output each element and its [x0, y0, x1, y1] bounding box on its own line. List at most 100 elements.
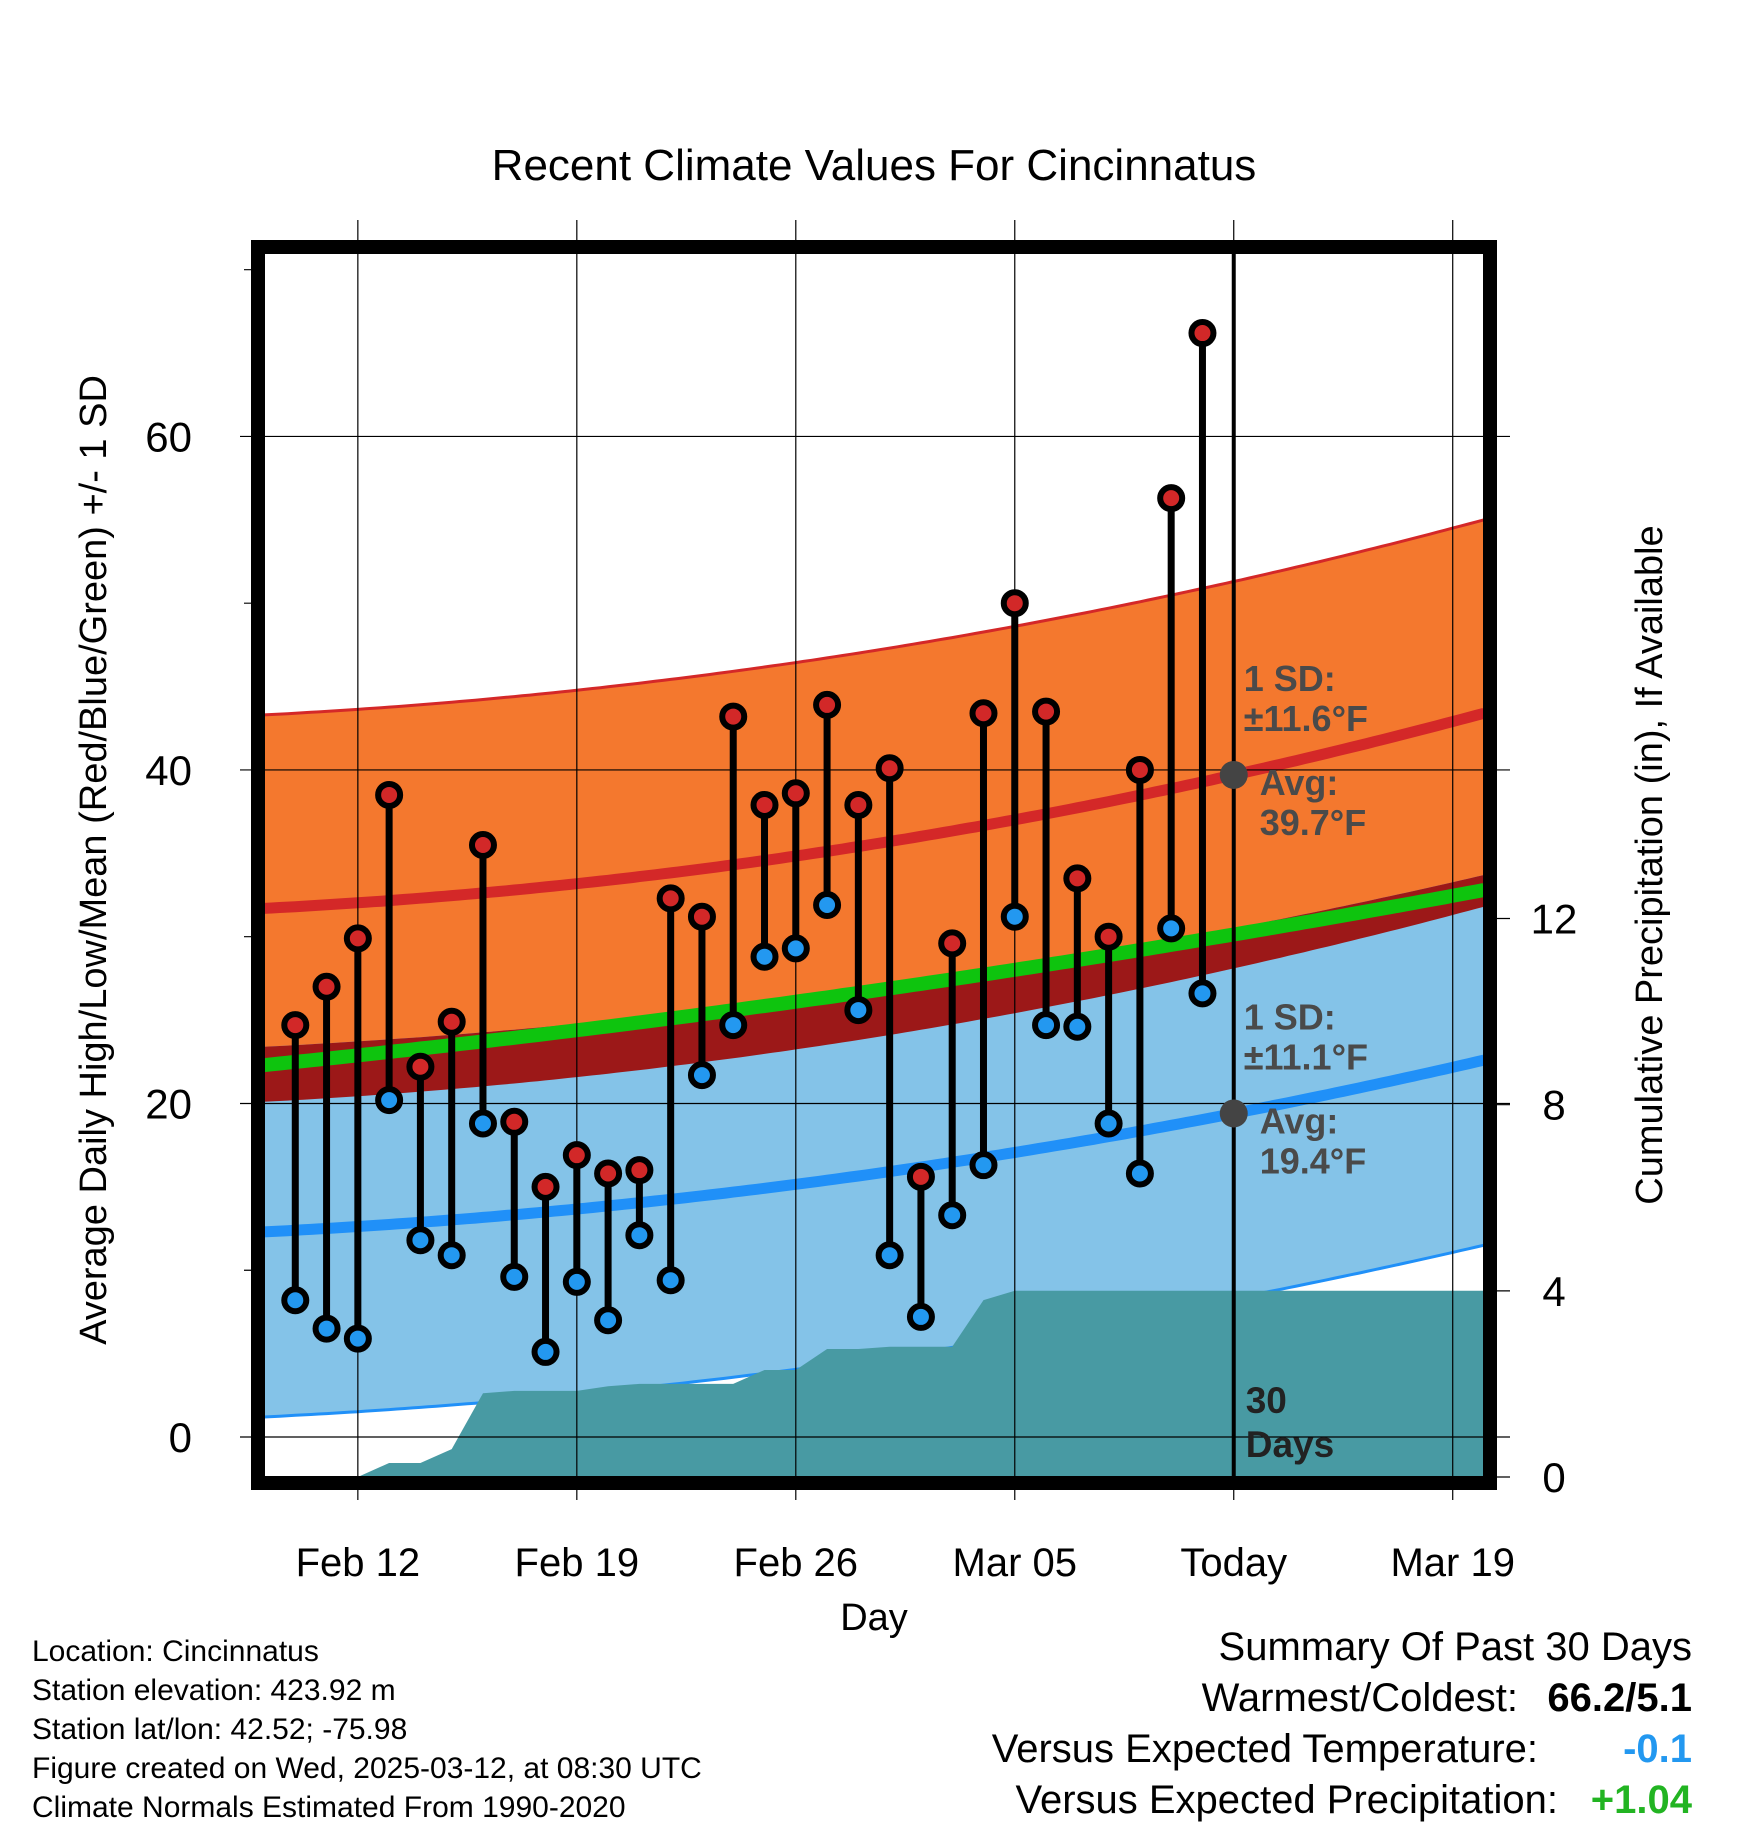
low-point [1188, 979, 1217, 1008]
low-sd-label: 1 SD: [1244, 996, 1336, 1037]
axes: 0 20 40 60 0 4 8 12 Feb 12 Feb 19 Feb 26 Mar 05 Toda… [145, 240, 1578, 1585]
low-point [343, 1324, 372, 1353]
x-tick-label: Today [1180, 1541, 1287, 1585]
plot-frame [251, 240, 1497, 1490]
high-point [1032, 697, 1061, 726]
high-sd-label: 1 SD: [1244, 658, 1336, 699]
low-point [562, 1267, 591, 1296]
x-tick-label: Feb 12 [296, 1541, 421, 1585]
y-tick-label: 20 [145, 1080, 192, 1127]
low-point [500, 1262, 529, 1291]
high-avg-label: Avg: [1260, 762, 1339, 803]
low-point [1032, 1011, 1061, 1040]
high-point [437, 1007, 466, 1036]
y2-tick-label: 8 [1542, 1082, 1565, 1129]
low-avg-value: 19.4°F [1260, 1140, 1366, 1181]
x-tick-label: Mar 19 [1390, 1541, 1515, 1585]
latlon-text: Station lat/lon: 42.52; -75.98 [32, 1713, 408, 1746]
station-info: Location: Cincinnatus Station elevation:… [32, 1632, 702, 1827]
low-point [1157, 914, 1186, 943]
high-point [813, 690, 842, 719]
summary-panel: Summary Of Past 30 Days Warmest/Coldest:… [992, 1622, 1692, 1826]
high-point [969, 699, 998, 728]
chart-title: Recent Climate Values For Cincinnatus [492, 141, 1257, 190]
location-text: Location: Cincinnatus [32, 1635, 319, 1668]
low-point [656, 1266, 685, 1295]
high-upper-line [264, 518, 1484, 717]
low-point [687, 1061, 716, 1090]
low-point [312, 1314, 341, 1343]
low-point [468, 1109, 497, 1138]
y2-tick-label: 12 [1531, 896, 1578, 943]
high-point [594, 1159, 623, 1188]
high-point [875, 754, 904, 783]
high-point [1188, 319, 1217, 348]
summary-prec-row: Versus Expected Precipitation: +1.04 [992, 1775, 1692, 1826]
high-point [781, 779, 810, 808]
high-point [719, 702, 748, 731]
low-point [969, 1151, 998, 1180]
low-point [1094, 1109, 1123, 1138]
high-point [938, 929, 967, 958]
high-point [1000, 589, 1029, 618]
x-tick-label: Feb 19 [515, 1541, 640, 1585]
today-days-label: 30 [1246, 1380, 1287, 1421]
low-point [594, 1306, 623, 1335]
low-point [281, 1286, 310, 1315]
temp-label: Versus Expected Temperature: [991, 1727, 1538, 1771]
high-avg-value: 39.7°F [1260, 802, 1366, 843]
low-point [813, 891, 842, 920]
low-point [719, 1011, 748, 1040]
high-point [562, 1141, 591, 1170]
high-point [750, 790, 779, 819]
y-tick-label: 60 [145, 413, 192, 460]
normal-low-line [264, 1054, 1484, 1238]
high-point [406, 1052, 435, 1081]
high-point [656, 884, 685, 913]
low-point [875, 1241, 904, 1270]
low-point [1125, 1159, 1154, 1188]
y-tick-label: 40 [145, 747, 192, 794]
high-point [312, 972, 341, 1001]
created-text: Figure created on Wed, 2025-03-12, at 08… [32, 1752, 702, 1785]
prec-label: Versus Expected Precipitation: [1015, 1778, 1558, 1822]
normal-mean-line [264, 883, 1484, 1073]
low-point [375, 1086, 404, 1115]
summary-temp-row: Versus Expected Temperature: -0.1 [992, 1724, 1692, 1775]
low-point [906, 1302, 935, 1331]
high-point [343, 924, 372, 953]
low-point [1000, 902, 1029, 931]
low-avg-label: Avg: [1260, 1100, 1339, 1141]
summary-warm-row: Warmest/Coldest: 66.2/5.1 [992, 1673, 1692, 1724]
summary-title: Summary Of Past 30 Days [1218, 1625, 1692, 1669]
overlap-band [264, 875, 1484, 1102]
warm-value: 66.2/5.1 [1547, 1676, 1692, 1720]
y2-tick-label: 0 [1542, 1454, 1565, 1501]
high-point [468, 830, 497, 859]
low-point [406, 1226, 435, 1255]
temp-value: -0.1 [1623, 1727, 1692, 1771]
low-point [844, 996, 873, 1025]
high-point [281, 1011, 310, 1040]
low-point [531, 1337, 560, 1366]
high-point [1094, 922, 1123, 951]
high-point [375, 780, 404, 809]
high-point [844, 790, 873, 819]
high-avg-dot [1219, 760, 1248, 789]
y-tick-label: 0 [169, 1414, 192, 1461]
low-point [781, 934, 810, 963]
low-point [750, 942, 779, 971]
high-point [1125, 755, 1154, 784]
high-sd-value: ±11.6°F [1244, 698, 1368, 739]
today-days-label: Days [1246, 1424, 1334, 1465]
y2-tick-label: 4 [1542, 1268, 1565, 1315]
x-axis-label: Day [840, 1597, 908, 1639]
low-point [437, 1241, 466, 1270]
low-point [625, 1221, 654, 1250]
prec-value: +1.04 [1590, 1778, 1692, 1822]
high-point [687, 902, 716, 931]
low-point [1063, 1012, 1092, 1041]
high-point [1063, 864, 1092, 893]
elevation-text: Station elevation: 423.92 m [32, 1674, 396, 1707]
